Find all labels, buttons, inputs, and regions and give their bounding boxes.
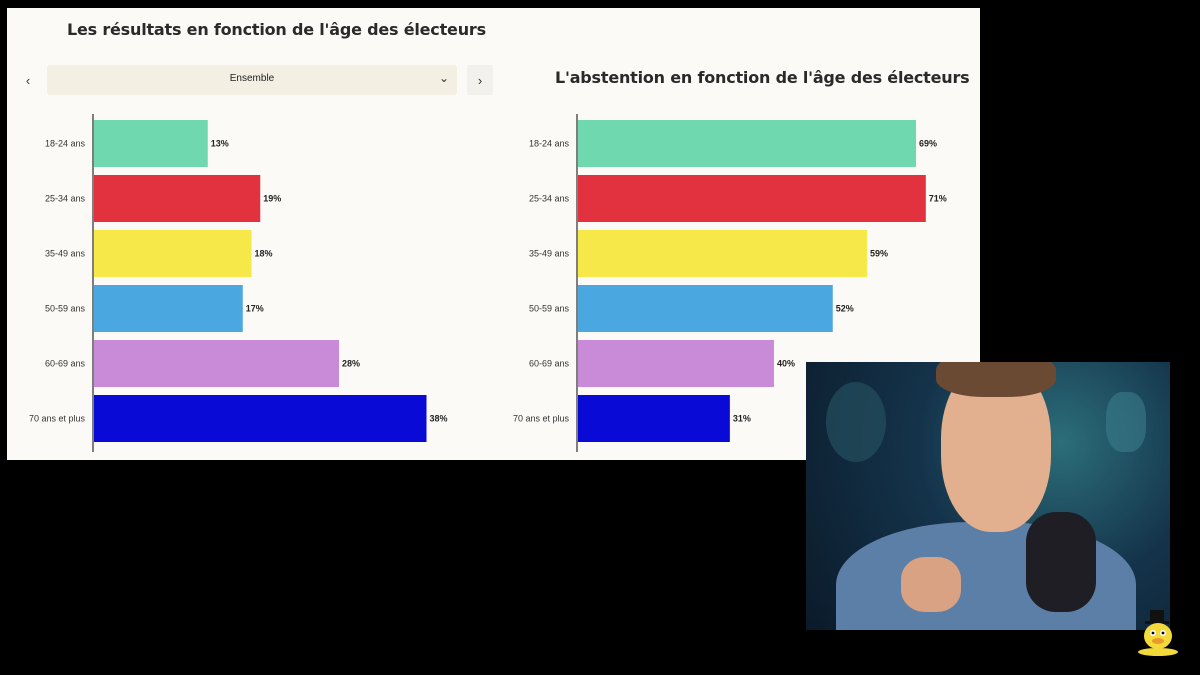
- group-select-value: Ensemble: [229, 73, 275, 84]
- bar-70-ans-et-plus: [94, 395, 427, 442]
- tick-label: 25-34 ans: [45, 194, 86, 204]
- value-label: 19%: [263, 194, 281, 204]
- value-label: 31%: [733, 414, 751, 424]
- prev-button[interactable]: ‹: [15, 65, 41, 95]
- tick-label: 60-69 ans: [529, 359, 570, 369]
- value-label: 18%: [255, 249, 273, 259]
- background-lamp-shape: [1106, 392, 1146, 452]
- value-label: 13%: [211, 139, 229, 149]
- results-bar-chart: 18-24 ans 13% 25-34 ans 19% 35-49 ans 18% 50-5…: [29, 114, 448, 452]
- chevron-left-icon: ‹: [25, 72, 31, 88]
- bar-60-69-ans: [94, 340, 339, 387]
- tick-label: 35-49 ans: [45, 249, 86, 259]
- abstention-bar-chart: 18-24 ans 69% 25-34 ans 71% 35-49 ans 59% 50-5…: [513, 114, 947, 452]
- chart-title-results: Les résultats en fonction de l'âge des é…: [67, 20, 486, 39]
- bar-70-ans-et-plus: [578, 395, 730, 442]
- chart-title-abstention: L'abstention en fonction de l'âge des él…: [555, 68, 970, 87]
- bar-25-34-ans: [578, 175, 926, 222]
- charts-panel: Les résultats en fonction de l'âge des é…: [7, 8, 980, 460]
- microphone-shape: [1026, 512, 1096, 612]
- bar-18-24-ans: [578, 120, 917, 167]
- value-label: 17%: [246, 304, 264, 314]
- tick-label: 18-24 ans: [45, 139, 86, 149]
- tick-label: 70 ans et plus: [513, 414, 570, 424]
- value-label: 40%: [777, 359, 795, 369]
- chevron-right-icon: ›: [477, 72, 483, 88]
- tick-label: 25-34 ans: [529, 194, 570, 204]
- value-label: 28%: [342, 359, 360, 369]
- tick-label: 60-69 ans: [45, 359, 86, 369]
- bar-35-49-ans: [578, 230, 868, 277]
- value-label: 71%: [929, 194, 947, 204]
- bar-50-59-ans: [94, 285, 243, 332]
- value-label: 38%: [430, 414, 448, 424]
- bar-35-49-ans: [94, 230, 252, 277]
- bar-50-59-ans: [578, 285, 833, 332]
- tick-label: 50-59 ans: [529, 304, 570, 314]
- presenter-hand-shape: [901, 557, 961, 612]
- tick-label: 70 ans et plus: [29, 414, 86, 424]
- bar-25-34-ans: [94, 175, 261, 222]
- value-label: 52%: [836, 304, 854, 314]
- value-label: 69%: [919, 139, 937, 149]
- bar-18-24-ans: [94, 120, 208, 167]
- bar-60-69-ans: [578, 340, 774, 387]
- presenter-hair-shape: [936, 362, 1056, 397]
- background-plant-shape: [826, 382, 886, 462]
- value-label: 59%: [870, 249, 888, 259]
- duck-with-top-hat-icon: [1138, 610, 1178, 656]
- next-button[interactable]: ›: [467, 65, 493, 95]
- tick-label: 18-24 ans: [529, 139, 570, 149]
- tick-label: 50-59 ans: [45, 304, 86, 314]
- tick-label: 35-49 ans: [529, 249, 570, 259]
- presenter-webcam: [806, 362, 1170, 630]
- group-select[interactable]: Ensemble ⌄: [47, 65, 457, 95]
- chevron-down-icon: ⌄: [438, 71, 449, 85]
